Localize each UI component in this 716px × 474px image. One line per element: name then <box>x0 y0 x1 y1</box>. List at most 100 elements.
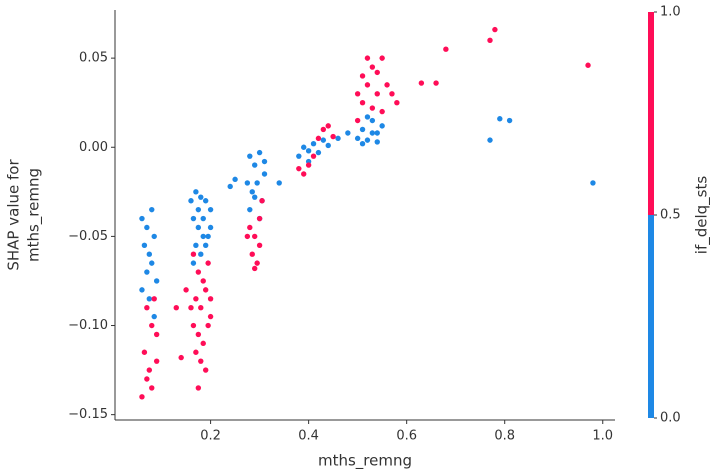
point <box>259 198 265 204</box>
point <box>198 358 204 364</box>
point <box>190 251 197 257</box>
point <box>354 91 361 97</box>
point <box>198 251 204 257</box>
point <box>310 153 317 159</box>
point <box>301 144 307 150</box>
point <box>193 189 199 195</box>
point <box>379 108 385 115</box>
point <box>256 215 263 222</box>
y-axis-label: mths_remng <box>25 168 44 262</box>
point <box>296 153 302 159</box>
x-tick-label: 0.8 <box>494 429 515 444</box>
point <box>418 80 425 86</box>
point <box>384 82 390 88</box>
point <box>585 62 591 68</box>
point <box>364 55 371 61</box>
point <box>296 165 302 172</box>
point <box>188 304 194 311</box>
point <box>198 304 204 311</box>
point <box>276 180 282 186</box>
colorbar-tick-label: 1.0 <box>660 5 681 20</box>
point <box>320 137 327 143</box>
y-tick-label: −0.15 <box>68 407 108 422</box>
point <box>139 287 145 293</box>
x-tick-label: 0.2 <box>200 429 221 444</box>
point <box>193 349 199 355</box>
point <box>153 278 160 284</box>
point <box>369 130 376 136</box>
point <box>379 123 385 129</box>
point <box>256 242 263 249</box>
point <box>254 180 260 186</box>
colorbar-label: if_delq_sts <box>693 176 712 255</box>
point <box>200 278 206 284</box>
point <box>374 130 380 136</box>
point <box>364 114 371 120</box>
point <box>202 287 209 293</box>
point <box>144 376 150 382</box>
point <box>244 233 251 240</box>
point <box>261 171 268 177</box>
point <box>345 130 351 136</box>
point <box>487 37 493 44</box>
point <box>178 354 184 361</box>
point <box>195 269 202 275</box>
point <box>188 198 194 204</box>
point <box>144 269 150 275</box>
y-tick-label: 0.00 <box>79 140 108 155</box>
point <box>301 171 307 177</box>
point <box>207 313 214 320</box>
y-tick-label: −0.10 <box>68 318 108 333</box>
point <box>325 142 331 149</box>
point <box>369 105 376 111</box>
point <box>379 55 385 61</box>
point <box>497 116 503 122</box>
y-axis-label: SHAP value for <box>5 159 23 271</box>
point <box>261 158 268 165</box>
point <box>354 135 361 142</box>
point <box>149 260 155 266</box>
colorbar-segment <box>648 12 654 215</box>
point <box>359 126 366 133</box>
y-tick-label: −0.05 <box>68 229 108 244</box>
point <box>325 123 331 129</box>
x-tick-label: 1.0 <box>592 429 613 444</box>
point <box>202 242 209 249</box>
point <box>389 91 395 97</box>
point <box>202 198 209 204</box>
point <box>205 322 211 329</box>
point <box>149 385 155 391</box>
point <box>207 296 214 302</box>
point <box>153 331 160 338</box>
point <box>195 331 202 338</box>
point <box>433 80 439 86</box>
point <box>369 64 376 70</box>
point <box>200 233 206 240</box>
point <box>252 233 258 240</box>
point <box>394 99 400 106</box>
point <box>443 46 449 52</box>
point <box>305 148 312 154</box>
point <box>144 224 150 231</box>
x-tick-label: 0.4 <box>298 429 319 444</box>
point <box>200 340 206 347</box>
point <box>359 99 366 106</box>
point <box>252 265 258 272</box>
point <box>193 296 199 302</box>
point <box>193 242 199 249</box>
point <box>207 224 214 231</box>
point <box>247 224 253 231</box>
point <box>144 304 150 311</box>
point <box>146 251 153 257</box>
point <box>149 322 155 329</box>
point <box>146 367 153 373</box>
point <box>354 117 361 124</box>
point <box>487 137 493 143</box>
point <box>141 242 148 249</box>
colorbar-segment <box>648 215 654 418</box>
point <box>247 153 253 159</box>
point <box>183 287 189 293</box>
point <box>374 69 380 76</box>
point <box>244 180 251 186</box>
